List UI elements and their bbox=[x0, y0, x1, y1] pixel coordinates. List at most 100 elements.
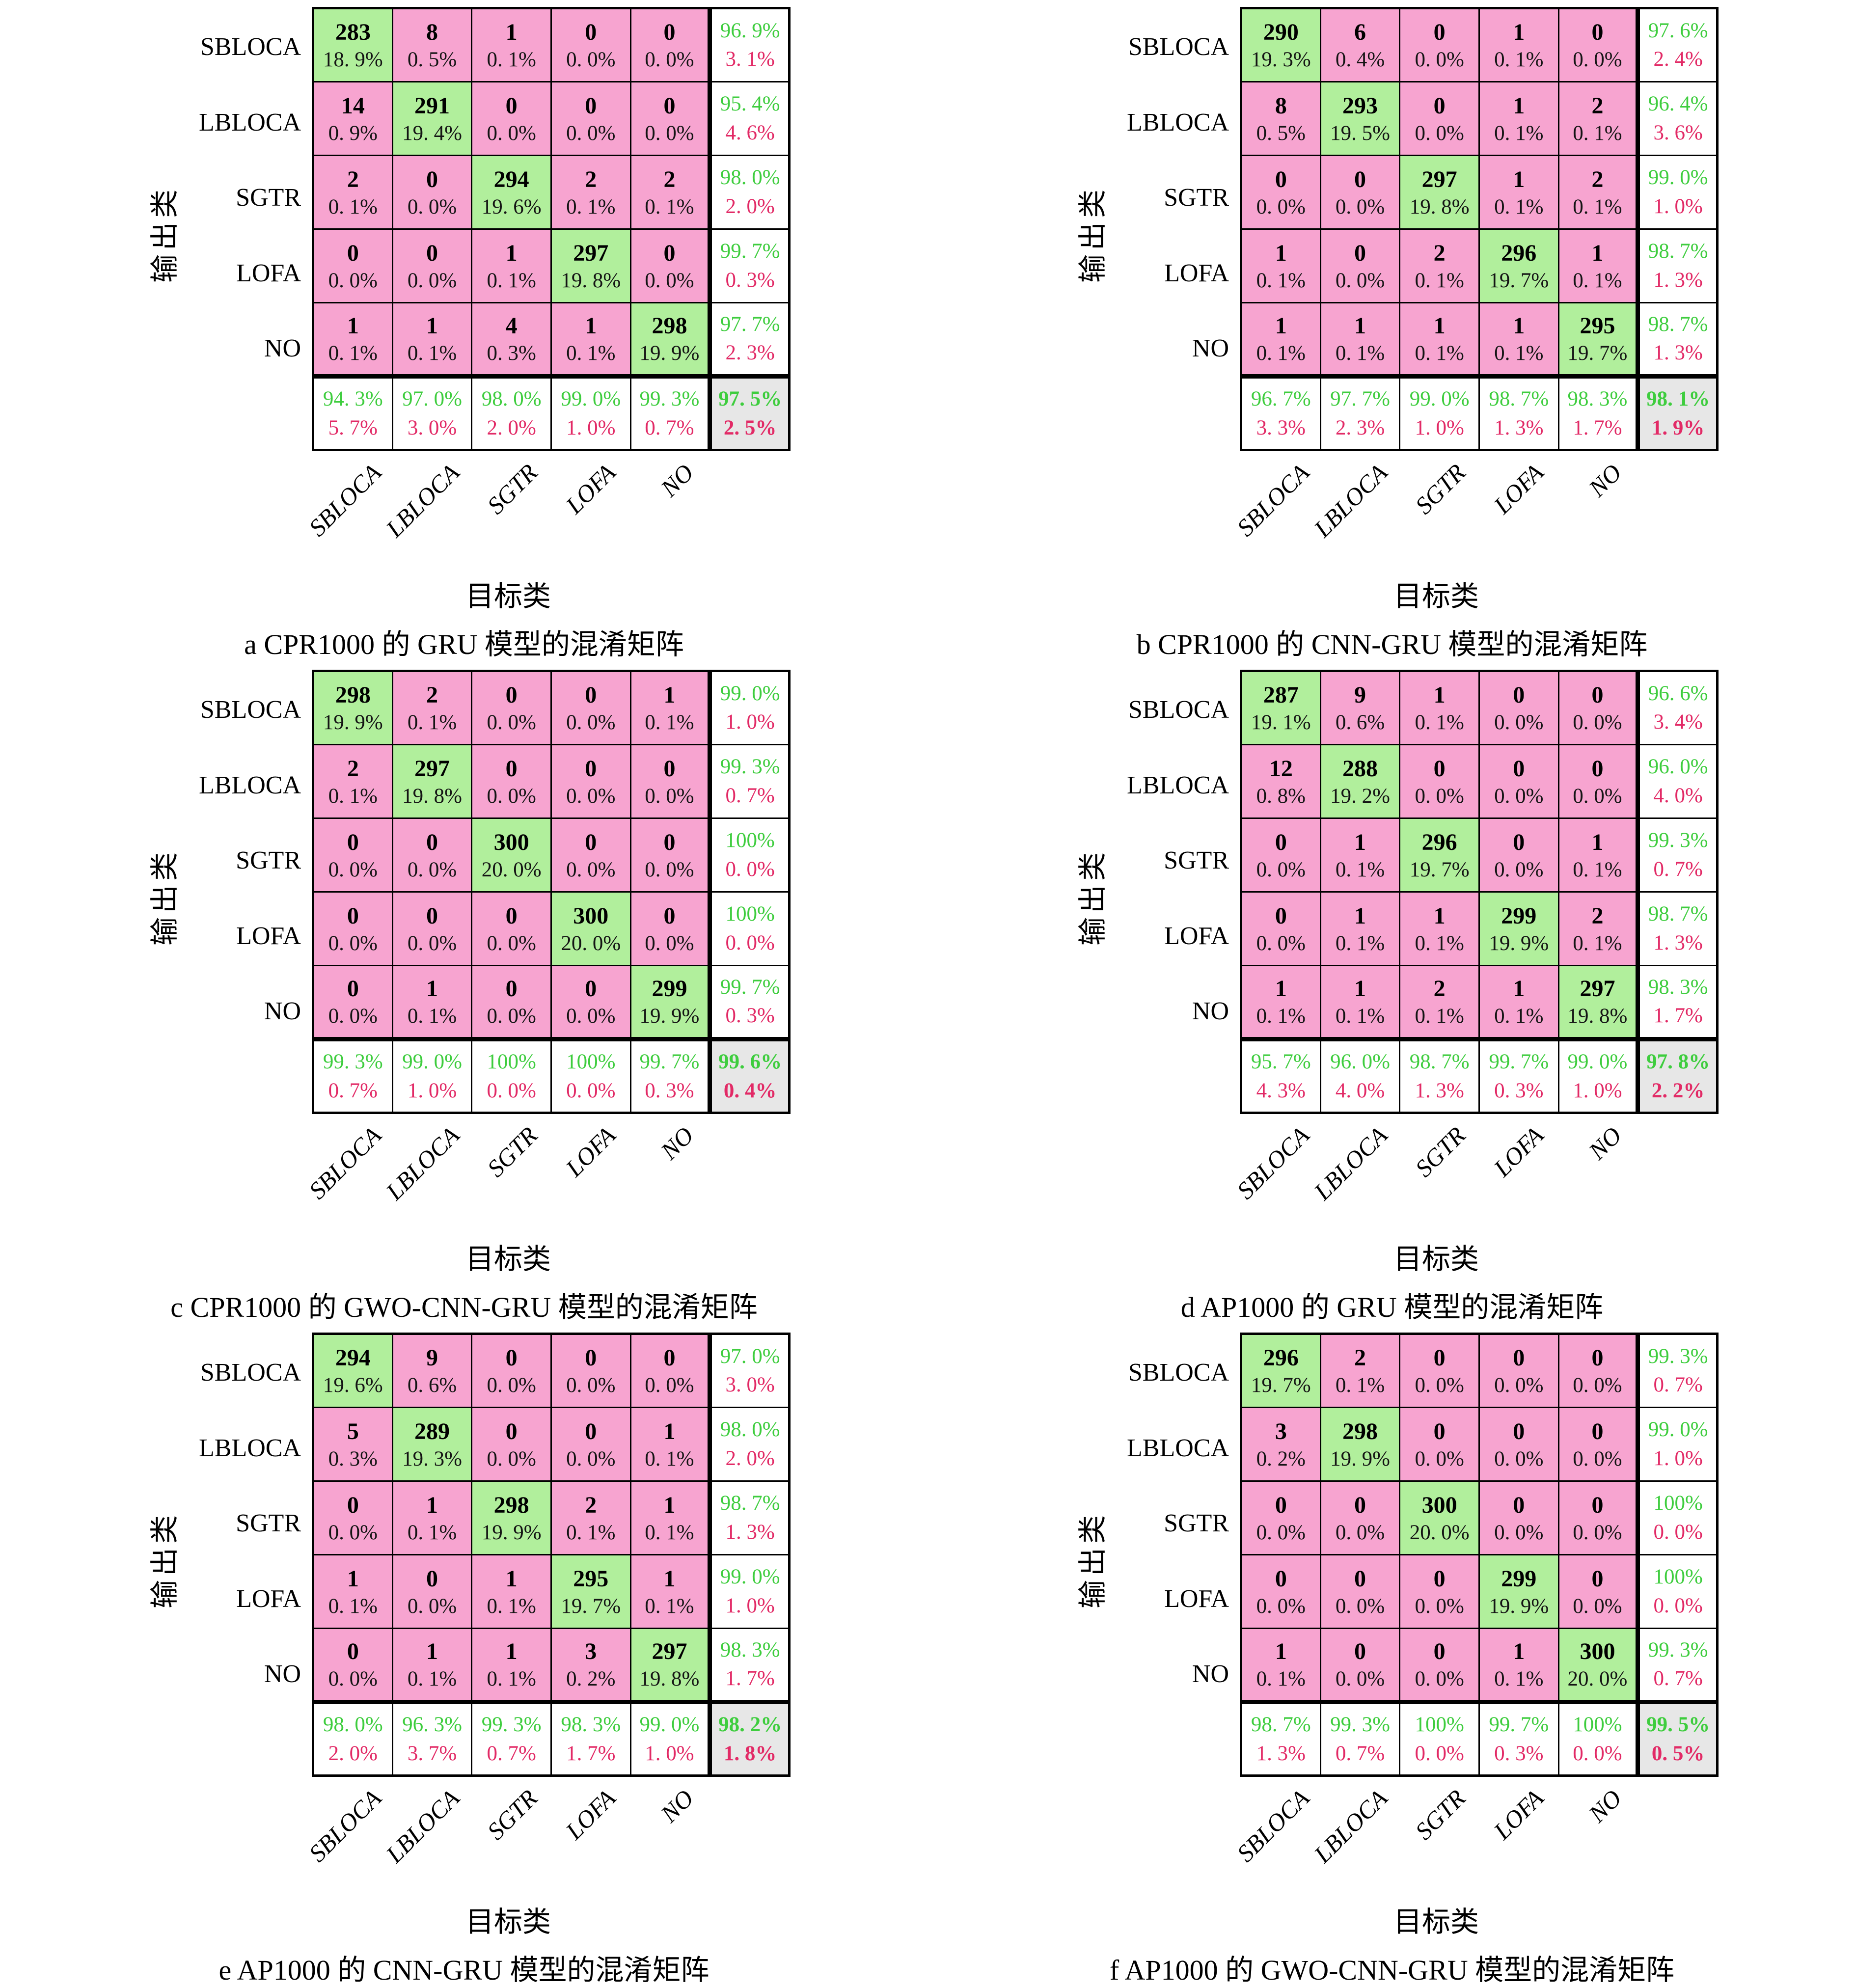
cell-count: 0 bbox=[1275, 166, 1287, 192]
cell-percent: 19. 9% bbox=[323, 711, 383, 735]
matrix-cell: 0 0. 0% bbox=[312, 1480, 393, 1555]
summary-red-value: 0. 0% bbox=[1653, 1594, 1703, 1617]
matrix-cell: 0 0. 0% bbox=[629, 817, 712, 893]
summary-green-value: 96. 3% bbox=[402, 1713, 462, 1737]
row-label: NO bbox=[1192, 1660, 1229, 1688]
cell-percent: 0. 0% bbox=[487, 784, 536, 808]
caption: b CPR1000 的 CNN-GRU 模型的混淆矩阵 bbox=[1136, 628, 1648, 660]
matrix-cell: 1 0. 1% bbox=[1478, 155, 1559, 230]
cell-percent: 0. 1% bbox=[407, 342, 457, 365]
matrix-cell: 0 0. 0% bbox=[629, 7, 712, 82]
summary-red-value: 0. 5% bbox=[1651, 1742, 1705, 1765]
summary-red-value: 1. 0% bbox=[1573, 1079, 1622, 1102]
cell-count: 0 bbox=[585, 755, 597, 782]
cell-percent: 0. 5% bbox=[407, 48, 457, 72]
cell-percent: 0. 0% bbox=[328, 1005, 378, 1028]
matrix-cell: 1 0. 1% bbox=[1478, 81, 1559, 156]
row-label: SBLOCA bbox=[200, 33, 301, 61]
summary-red-value: 1. 7% bbox=[1573, 416, 1622, 439]
summary-red-value: 2. 3% bbox=[1335, 416, 1385, 439]
col-summary-cell: 96. 3% 3. 7% bbox=[391, 1701, 473, 1776]
matrix-cell: 0 0. 0% bbox=[1478, 670, 1559, 745]
cell-count: 3 bbox=[1275, 1418, 1287, 1444]
cell-percent: 0. 1% bbox=[1494, 195, 1544, 218]
cell-percent: 0. 0% bbox=[645, 931, 694, 955]
cell-percent: 0. 1% bbox=[1494, 1667, 1544, 1691]
row-label: SBLOCA bbox=[1128, 33, 1229, 61]
cell-percent: 0. 1% bbox=[328, 195, 378, 218]
col-labels: SBLOCA LBLOCA SGTR LOFA NO bbox=[1231, 1114, 1719, 1243]
cell-percent: 0. 1% bbox=[487, 1667, 536, 1691]
summary-red-value: 1. 7% bbox=[566, 1742, 616, 1765]
cell-percent: 0. 1% bbox=[328, 1594, 378, 1618]
matrix-cell: 298 19. 9% bbox=[471, 1480, 552, 1555]
y-axis: 输出类 bbox=[1065, 1333, 1115, 1787]
cell-percent: 0. 1% bbox=[645, 1521, 694, 1544]
col-label: LOFA bbox=[560, 458, 621, 519]
summary-green-value: 96. 0% bbox=[1330, 1050, 1390, 1074]
cell-percent: 19. 8% bbox=[639, 1667, 700, 1691]
matrix-cell: 1 0. 1% bbox=[1478, 302, 1559, 379]
cell-percent: 0. 1% bbox=[1494, 48, 1544, 72]
summary-red-value: 1. 7% bbox=[1653, 1004, 1703, 1027]
cell-count: 300 bbox=[1421, 1492, 1457, 1518]
cell-percent: 0. 0% bbox=[1256, 858, 1306, 881]
col-label: SGTR bbox=[1410, 1121, 1471, 1182]
summary-green-value: 99. 0% bbox=[402, 1050, 462, 1074]
col-summary-cell: 99. 7% 0. 3% bbox=[629, 1038, 712, 1114]
matrix-cell: 0 0. 0% bbox=[471, 965, 552, 1041]
row-label: SBLOCA bbox=[200, 696, 301, 724]
cell-count: 0 bbox=[1275, 1565, 1287, 1592]
cell-percent: 0. 1% bbox=[1494, 121, 1544, 145]
row-summary-cell: 98. 7% 1. 3% bbox=[1637, 891, 1718, 966]
cell-count: 0 bbox=[505, 1345, 518, 1371]
row-summary-cell: 98. 3% 1. 7% bbox=[709, 1628, 790, 1704]
y-axis: 输出类 bbox=[137, 1333, 187, 1787]
col-summary-cell: 96. 0% 4. 0% bbox=[1319, 1038, 1401, 1114]
cell-percent: 0. 1% bbox=[1256, 269, 1306, 292]
cell-count: 0 bbox=[585, 682, 597, 708]
matrix-cell: 297 19. 8% bbox=[1399, 155, 1480, 230]
cell-percent: 0. 0% bbox=[1494, 858, 1544, 881]
cell-percent: 19. 4% bbox=[402, 121, 462, 145]
cell-count: 8 bbox=[426, 19, 438, 46]
summary-green-value: 97. 6% bbox=[1648, 19, 1708, 42]
cell-count: 0 bbox=[1433, 19, 1446, 46]
col-summary-cell: 100% 0. 0% bbox=[550, 1038, 631, 1114]
row-summary-cell: 96. 6% 3. 4% bbox=[1637, 670, 1718, 745]
cell-count: 0 bbox=[663, 19, 676, 46]
summary-red-value: 4. 0% bbox=[1653, 784, 1703, 807]
row-summary-cell: 100% 0. 0% bbox=[1637, 1480, 1718, 1555]
summary-red-value: 4. 6% bbox=[725, 121, 775, 144]
cell-count: 1 bbox=[1513, 19, 1525, 46]
cell-count: 2 bbox=[1433, 240, 1446, 266]
col-summary-cell: 99. 0% 1. 0% bbox=[550, 376, 631, 451]
cell-percent: 0. 0% bbox=[645, 269, 694, 292]
matrix-cell: 14 0. 9% bbox=[312, 81, 393, 156]
summary-red-value: 0. 3% bbox=[1494, 1079, 1544, 1102]
matrix-block: 输出类 SBLOCA LBLOCA SGTR LOFA NO 290 19. 3% 6 0. … bbox=[928, 0, 1856, 663]
cell-count: 0 bbox=[426, 1565, 438, 1592]
cell-percent: 0. 1% bbox=[1573, 931, 1622, 955]
cell-count: 299 bbox=[652, 976, 687, 1002]
summary-red-value: 2. 0% bbox=[725, 194, 775, 218]
col-summary-cell: 99. 0% 1. 0% bbox=[1399, 376, 1480, 451]
matrix-cell: 0 0. 0% bbox=[1557, 7, 1640, 82]
summary-green-value: 98. 7% bbox=[1409, 1050, 1470, 1074]
cell-percent: 0. 0% bbox=[566, 858, 616, 881]
col-label: SGTR bbox=[482, 1784, 543, 1845]
matrix-block: 输出类 SBLOCA LBLOCA SGTR LOFA NO 283 18. 9% 8 0. … bbox=[0, 0, 928, 663]
summary-red-value: 0. 3% bbox=[725, 268, 775, 292]
summary-green-value: 99. 0% bbox=[720, 1565, 780, 1589]
cell-count: 294 bbox=[493, 166, 529, 192]
matrix-cell: 0 0. 0% bbox=[550, 965, 631, 1041]
cell-percent: 19. 8% bbox=[561, 269, 621, 292]
matrix-cell: 1 0. 1% bbox=[1319, 965, 1401, 1041]
summary-green-value: 100% bbox=[1573, 1713, 1622, 1737]
matrix-cell: 298 19. 9% bbox=[1319, 1407, 1401, 1482]
cell-count: 3 bbox=[585, 1638, 597, 1665]
summary-green-value: 97. 5% bbox=[718, 387, 782, 411]
cell-count: 9 bbox=[1354, 682, 1366, 708]
summary-red-value: 1. 3% bbox=[725, 1520, 775, 1544]
row-label: SGTR bbox=[1164, 184, 1229, 212]
